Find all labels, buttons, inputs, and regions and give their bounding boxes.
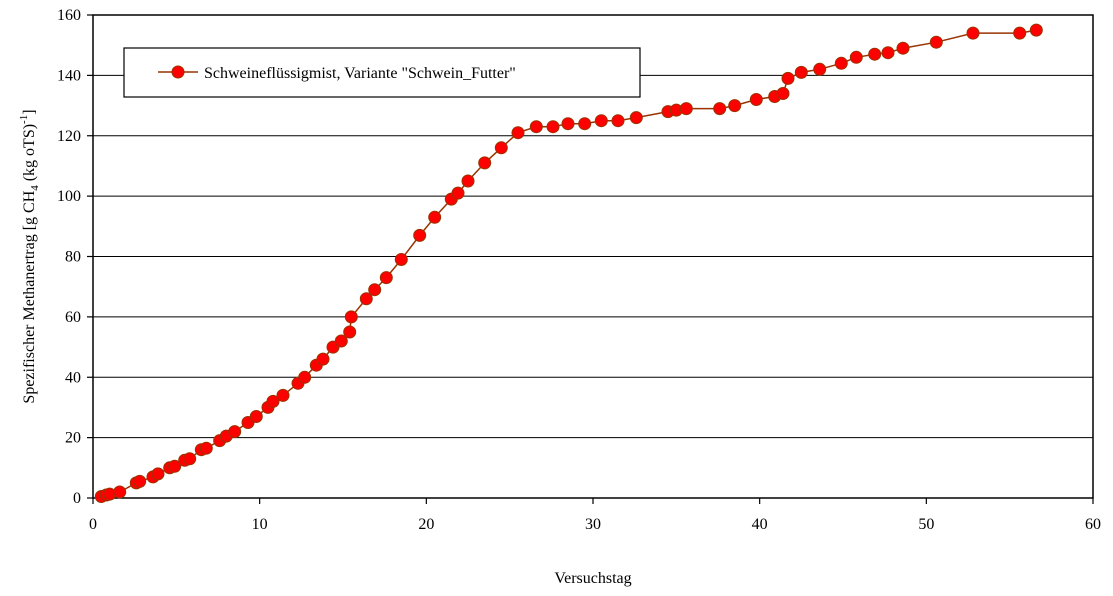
legend-marker-sample	[171, 65, 185, 79]
x-tick-label: 0	[89, 516, 97, 533]
x-tick-label: 50	[918, 516, 934, 533]
data-point	[776, 87, 790, 100]
data-point	[413, 228, 427, 242]
data-point	[343, 325, 357, 339]
data-point	[228, 425, 242, 439]
data-point	[168, 459, 182, 473]
data-point	[511, 126, 525, 140]
data-point	[344, 310, 358, 324]
grid-lines	[93, 74, 1093, 439]
y-tick-label: 140	[57, 67, 81, 84]
series-line	[101, 29, 1037, 498]
data-point	[428, 210, 442, 224]
data-point	[183, 452, 197, 466]
legend: Schweineflüssigmist, Variante "Schwein_F…	[123, 47, 641, 98]
data-point	[781, 71, 795, 85]
data-point	[379, 271, 393, 285]
y-tick-label: 0	[73, 490, 81, 507]
data-point	[813, 62, 827, 76]
data-point	[561, 117, 575, 131]
y-axis-title-sub: 4	[29, 185, 41, 191]
data-point	[679, 102, 693, 116]
data-point	[966, 26, 980, 40]
x-tick-label: 60	[1085, 516, 1101, 533]
data-point	[276, 388, 290, 402]
data-point	[929, 35, 943, 49]
data-point	[1013, 26, 1027, 40]
legend-box	[123, 47, 641, 98]
y-axis: 0 20 40 60 80 100 120 140 160	[57, 7, 93, 507]
data-point	[266, 394, 280, 408]
x-axis-title: Versuchstag	[554, 570, 631, 587]
y-axis-title-end: ]	[21, 109, 38, 114]
data-point	[578, 117, 592, 131]
x-tick-label: 20	[418, 516, 434, 533]
data-point	[728, 99, 742, 113]
data-point	[316, 352, 330, 366]
series-markers	[94, 23, 1043, 503]
y-axis-title-sup: -1	[18, 115, 30, 124]
data-point	[199, 441, 213, 455]
data-point	[868, 47, 882, 61]
x-tick-label: 40	[752, 516, 768, 533]
data-point	[529, 120, 543, 134]
data-point	[849, 50, 863, 64]
data-point	[896, 41, 910, 55]
data-point	[334, 334, 348, 348]
data-point	[546, 120, 560, 134]
y-tick-label: 40	[65, 369, 81, 386]
data-point	[151, 467, 165, 481]
legend-entry: Schweineflüssigmist, Variante "Schwein_F…	[204, 65, 516, 82]
y-tick-label: 160	[57, 7, 81, 24]
y-axis-title-mid: (kg oTS)	[21, 124, 38, 185]
data-point	[594, 114, 608, 128]
data-point	[794, 65, 808, 79]
y-axis-title-main: Spezifischer Methanertrag [g CH	[21, 190, 38, 403]
data-point	[629, 111, 643, 125]
data-point	[298, 370, 312, 384]
data-point	[113, 485, 127, 499]
data-point	[1029, 23, 1043, 37]
data-point	[133, 474, 147, 488]
x-axis: 0 10 20 30 40 50 60	[89, 498, 1101, 533]
data-point	[749, 93, 763, 106]
data-point	[478, 156, 492, 170]
y-tick-label: 100	[57, 188, 81, 205]
data-point	[249, 410, 263, 423]
x-tick-label: 30	[585, 516, 601, 533]
data-point	[461, 174, 475, 188]
data-point	[713, 102, 727, 116]
data-point	[368, 283, 382, 297]
data-point	[881, 46, 895, 60]
x-tick-label: 10	[252, 516, 268, 533]
y-tick-label: 80	[65, 249, 81, 266]
data-point	[494, 141, 508, 155]
data-point	[394, 253, 408, 266]
y-tick-label: 60	[65, 309, 81, 326]
data-point	[611, 114, 625, 128]
data-point	[834, 56, 848, 70]
y-tick-label: 20	[65, 430, 81, 447]
data-point	[359, 292, 373, 306]
data-point	[451, 186, 465, 200]
y-axis-title: Spezifischer Methanertrag [g CH4 (kg oTS…	[18, 109, 41, 403]
y-tick-label: 120	[57, 128, 81, 145]
